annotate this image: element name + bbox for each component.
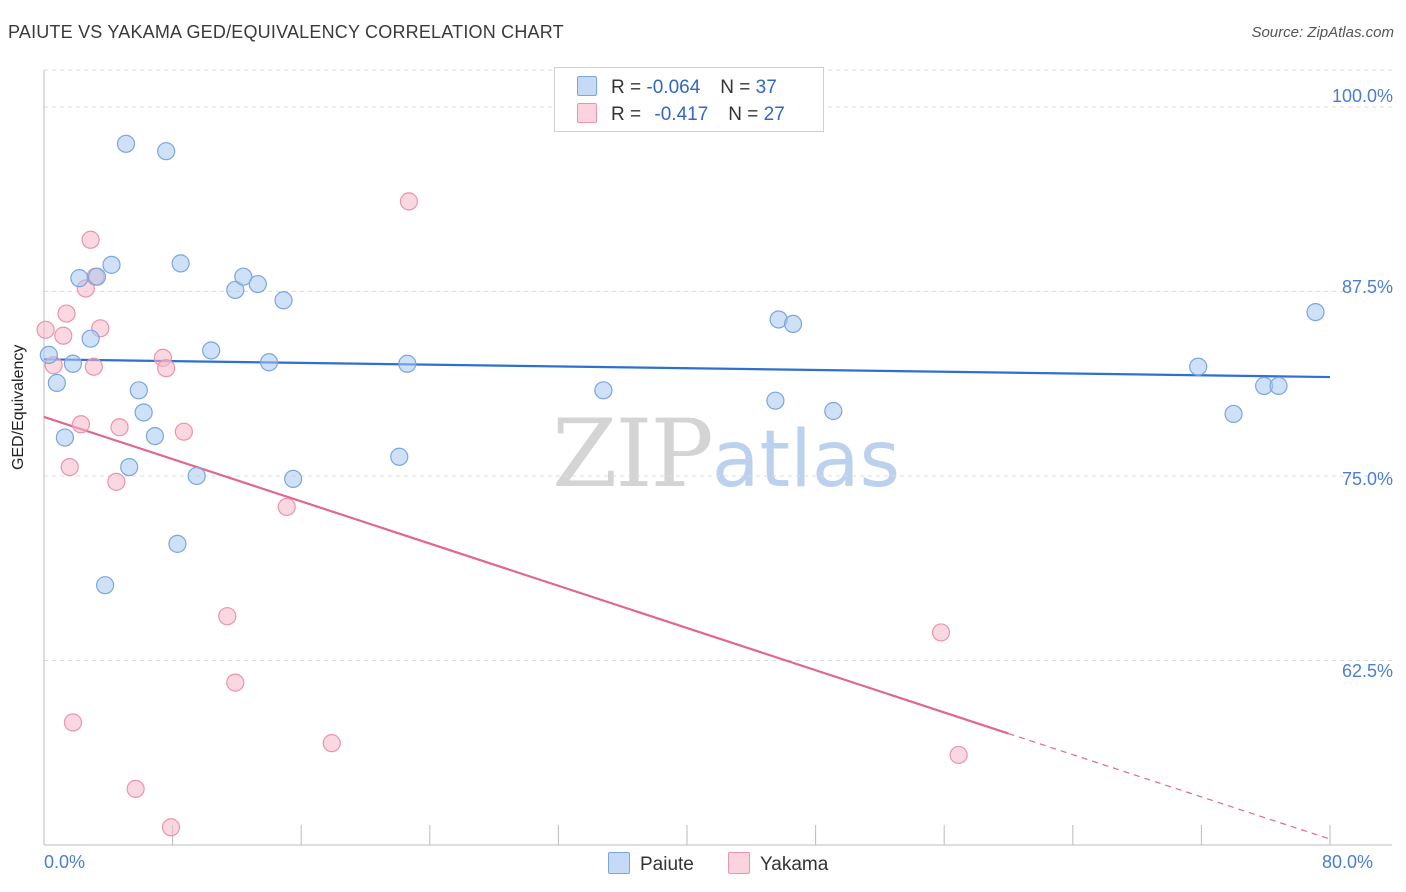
y-tick-label: 75.0% bbox=[1341, 469, 1393, 489]
paiute-swatch bbox=[608, 852, 630, 874]
yakama-point bbox=[81, 230, 100, 249]
legend-label: Yakama bbox=[760, 854, 829, 875]
r-value: -0.064 bbox=[646, 77, 701, 98]
paiute-point bbox=[157, 142, 176, 161]
yakama-trend-extension bbox=[1008, 732, 1331, 840]
r-label: R = bbox=[611, 104, 642, 125]
yakama-point bbox=[71, 415, 91, 434]
r-label: R = bbox=[611, 77, 642, 98]
yakama-swatch bbox=[728, 852, 750, 874]
axes bbox=[43, 70, 1392, 846]
paiute-point bbox=[63, 354, 83, 373]
yakama-point bbox=[110, 418, 129, 437]
y-tick-label: 87.5% bbox=[1341, 277, 1393, 297]
legend-item-paiute: Paiute bbox=[608, 852, 694, 876]
legend-row-paiute: R = -0.064 N = 37 bbox=[577, 76, 777, 99]
n-value: 27 bbox=[763, 104, 785, 125]
paiute-point bbox=[248, 274, 267, 294]
yakama-point bbox=[949, 745, 968, 765]
yakama-point bbox=[161, 818, 181, 837]
stats-legend: R = -0.064 N = 37 R = -0.417 N = 27 bbox=[554, 67, 824, 132]
paiute-point bbox=[1224, 404, 1243, 424]
trend-lines bbox=[43, 358, 1331, 840]
paiute-point bbox=[398, 354, 417, 373]
yakama-point bbox=[399, 192, 419, 211]
paiute-point bbox=[120, 457, 139, 477]
y-tick-label: 62.5% bbox=[1341, 661, 1393, 681]
paiute-point bbox=[55, 428, 74, 447]
paiute-point bbox=[39, 345, 58, 365]
yakama-point bbox=[107, 472, 126, 491]
paiute-point bbox=[102, 255, 121, 274]
yakama-point bbox=[60, 457, 79, 477]
yakama-point bbox=[54, 326, 73, 345]
paiute-point bbox=[226, 280, 245, 300]
yakama-point bbox=[57, 304, 76, 323]
y-tick-label: 100.0% bbox=[1331, 86, 1393, 106]
paiute-point bbox=[116, 134, 136, 153]
paiute-point bbox=[766, 391, 785, 410]
yakama-point bbox=[157, 359, 176, 378]
n-label: N = bbox=[728, 104, 759, 125]
yakama-point bbox=[63, 713, 83, 732]
paiute-point bbox=[129, 381, 148, 400]
paiute-point bbox=[284, 469, 303, 489]
paiute-point bbox=[783, 314, 803, 334]
yakama-point bbox=[36, 320, 55, 339]
source-label: Source: ZipAtlas.com bbox=[1251, 24, 1394, 41]
paiute-point bbox=[187, 466, 206, 486]
chart-title: PAIUTE VS YAKAMA GED/EQUIVALENCY CORRELA… bbox=[8, 22, 564, 42]
paiute-point bbox=[259, 353, 279, 372]
yakama-point bbox=[174, 422, 193, 441]
paiute-point bbox=[274, 291, 293, 310]
paiute-point bbox=[145, 426, 165, 446]
paiute-point bbox=[202, 341, 221, 360]
yakama-point bbox=[84, 357, 103, 376]
watermark-atlas: atlas bbox=[711, 415, 901, 505]
data-points bbox=[36, 134, 1325, 837]
legend-item-yakama: Yakama bbox=[728, 852, 828, 876]
paiute-point bbox=[1189, 357, 1208, 376]
x-tick-label: 0.0% bbox=[44, 852, 86, 872]
paiute-swatch bbox=[577, 76, 597, 96]
watermark-zip: ZIP bbox=[552, 400, 714, 509]
legend-row-yakama: R = -0.417 N = 27 bbox=[577, 103, 785, 126]
paiute-point bbox=[81, 329, 100, 348]
yakama-point bbox=[322, 734, 341, 753]
paiute-point bbox=[168, 534, 187, 553]
paiute-point bbox=[171, 254, 190, 273]
paiute-point bbox=[70, 269, 89, 288]
r-value: -0.417 bbox=[654, 104, 709, 125]
yakama-point bbox=[931, 623, 951, 642]
paiute-point bbox=[87, 267, 107, 286]
yakama-point bbox=[226, 673, 245, 692]
watermark: ZIPatlas bbox=[552, 400, 900, 509]
paiute-point bbox=[47, 373, 66, 393]
y-axis-label: GED/Equivalency bbox=[10, 344, 27, 470]
n-value: 37 bbox=[755, 77, 777, 98]
paiute-point bbox=[824, 401, 843, 421]
paiute-point bbox=[1306, 302, 1325, 322]
yakama-point bbox=[277, 497, 296, 517]
yakama-trend-line bbox=[43, 415, 1009, 735]
yakama-point bbox=[126, 779, 145, 799]
x-tick-label: 80.0% bbox=[1322, 852, 1374, 872]
paiute-point bbox=[95, 576, 115, 595]
paiute-point bbox=[594, 381, 613, 400]
legend-label: Paiute bbox=[640, 854, 694, 875]
yakama-point bbox=[218, 607, 237, 626]
paiute-point bbox=[390, 447, 409, 466]
paiute-trend-line bbox=[43, 358, 1331, 379]
n-label: N = bbox=[720, 77, 751, 98]
paiute-point bbox=[234, 267, 253, 286]
yakama-swatch bbox=[577, 103, 597, 123]
paiute-point bbox=[1269, 376, 1288, 396]
paiute-point bbox=[134, 403, 153, 422]
